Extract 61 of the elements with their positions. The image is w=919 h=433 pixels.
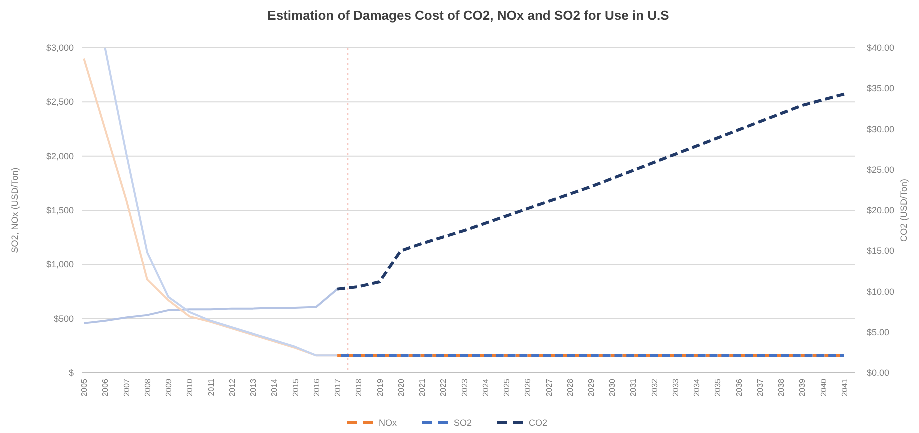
y2-tick-label: $5.00 bbox=[867, 327, 890, 338]
y-tick-label: $1,500 bbox=[46, 206, 74, 216]
x-tick-label: 2038 bbox=[777, 378, 786, 397]
x-tick-label: 2005 bbox=[80, 378, 90, 397]
y2-tick-label: $15.00 bbox=[867, 246, 895, 256]
x-tick-label: 2025 bbox=[502, 378, 512, 397]
legend-label: NOx bbox=[379, 418, 398, 428]
x-tick-label: 2012 bbox=[228, 378, 237, 397]
y-tick-label: $500 bbox=[54, 314, 74, 324]
x-tick-label: 2026 bbox=[524, 378, 533, 397]
y2-tick-label: $20.00 bbox=[867, 206, 895, 216]
x-tick-label: 2014 bbox=[270, 378, 280, 397]
x-tick-label: 2019 bbox=[376, 378, 385, 397]
x-tick-label: 2027 bbox=[544, 378, 554, 397]
x-tick-label: 2039 bbox=[798, 378, 808, 397]
y2-tick-label: $10.00 bbox=[867, 286, 895, 297]
y-tick-label: $2,000 bbox=[46, 151, 74, 162]
y-tick-label: $ bbox=[68, 368, 74, 378]
y-tick-label: $2,500 bbox=[46, 97, 74, 108]
x-tick-label: 2015 bbox=[291, 378, 300, 397]
x-tick-label: 2022 bbox=[439, 378, 448, 397]
x-tick-label: 2024 bbox=[481, 378, 490, 397]
x-tick-label: 2010 bbox=[186, 378, 195, 397]
line-series bbox=[83, 288, 339, 324]
x-tick-label: 2029 bbox=[586, 378, 596, 397]
y2-tick-label: $40.00 bbox=[867, 43, 895, 53]
y-axis-title: SO2, NOx (USD/Ton) bbox=[10, 168, 20, 254]
x-tick-label: 2037 bbox=[756, 378, 765, 397]
x-tick-label: 2011 bbox=[206, 378, 216, 396]
x-tick-label: 2017 bbox=[334, 378, 343, 397]
x-tick-label: 2041 bbox=[840, 378, 850, 397]
x-tick-label: 2034 bbox=[692, 378, 702, 397]
x-tick-label: 2020 bbox=[396, 378, 406, 397]
y-tick-label: $3,000 bbox=[46, 43, 74, 53]
legend-label: CO2 bbox=[529, 418, 548, 428]
y2-tick-label: $30.00 bbox=[867, 124, 895, 134]
line-series bbox=[336, 92, 846, 291]
x-tick-label: 2035 bbox=[714, 378, 723, 397]
x-tick-label: 2036 bbox=[734, 378, 744, 397]
y2-tick-label: $0.00 bbox=[867, 368, 890, 378]
x-tick-label: 2031 bbox=[629, 378, 638, 397]
x-tick-label: 2009 bbox=[164, 378, 174, 397]
x-tick-label: 2007 bbox=[122, 378, 132, 397]
x-tick-label: 2013 bbox=[249, 378, 258, 397]
x-tick-label: 2040 bbox=[819, 378, 828, 397]
x-tick-label: 2018 bbox=[354, 378, 364, 397]
x-tick-label: 2021 bbox=[418, 378, 428, 397]
x-tick-label: 2030 bbox=[608, 378, 618, 397]
y2-axis-title: CO2 (USD/Ton) bbox=[899, 178, 909, 242]
y-tick-label: $1,000 bbox=[46, 260, 74, 270]
x-tick-label: 2028 bbox=[566, 378, 575, 397]
x-tick-label: 2032 bbox=[650, 378, 660, 397]
x-tick-label: 2033 bbox=[671, 378, 680, 397]
x-tick-label: 2016 bbox=[312, 378, 322, 397]
x-tick-label: 2023 bbox=[460, 378, 470, 397]
chart-title: Estimation of Damages Cost of CO2, NOx and SO2 for Use in U.S bbox=[268, 8, 670, 23]
legend-label: SO2 bbox=[454, 418, 472, 428]
y2-tick-label: $25.00 bbox=[867, 164, 895, 175]
x-tick-label: 2008 bbox=[143, 378, 152, 397]
x-tick-label: 2006 bbox=[101, 378, 110, 397]
y2-tick-label: $35.00 bbox=[867, 84, 895, 94]
